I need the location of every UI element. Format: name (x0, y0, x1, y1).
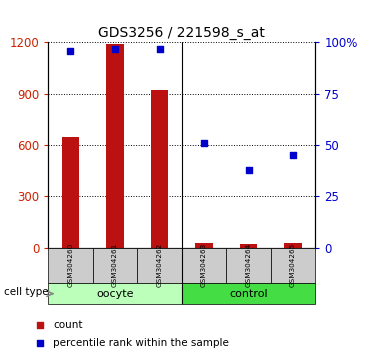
Bar (151, 90, 168, 248)
Bar (93, 248, 137, 283)
Bar (48, 248, 93, 283)
Bar (62, 137, 79, 248)
Bar (240, 244, 257, 248)
Point (290, 153, 296, 158)
Text: GSM304263: GSM304263 (201, 243, 207, 287)
Text: GSM304264: GSM304264 (246, 243, 252, 287)
Bar (271, 248, 315, 283)
Bar (182, 283, 315, 304)
Text: GSM304261: GSM304261 (112, 243, 118, 287)
Text: cell type: cell type (4, 287, 48, 297)
Point (253, 257, 259, 263)
Point (68, 48, 73, 53)
Point (157, 46, 162, 51)
Bar (195, 243, 213, 248)
Text: count: count (53, 320, 82, 330)
Text: GSM304262: GSM304262 (157, 243, 162, 287)
Bar (106, 44, 124, 248)
Point (246, 167, 252, 173)
Title: GDS3256 / 221598_s_at: GDS3256 / 221598_s_at (98, 26, 265, 40)
Bar (137, 248, 182, 283)
Point (201, 140, 207, 146)
Bar (284, 243, 302, 248)
Bar (182, 248, 226, 283)
Text: GSM304260: GSM304260 (68, 243, 73, 287)
Text: control: control (229, 289, 268, 299)
Text: GSM304265: GSM304265 (290, 243, 296, 287)
Point (112, 46, 118, 51)
Text: oocyte: oocyte (96, 289, 134, 299)
Text: percentile rank within the sample: percentile rank within the sample (53, 338, 229, 348)
Point (253, 98, 259, 104)
Bar (226, 248, 271, 283)
Bar (48, 283, 182, 304)
